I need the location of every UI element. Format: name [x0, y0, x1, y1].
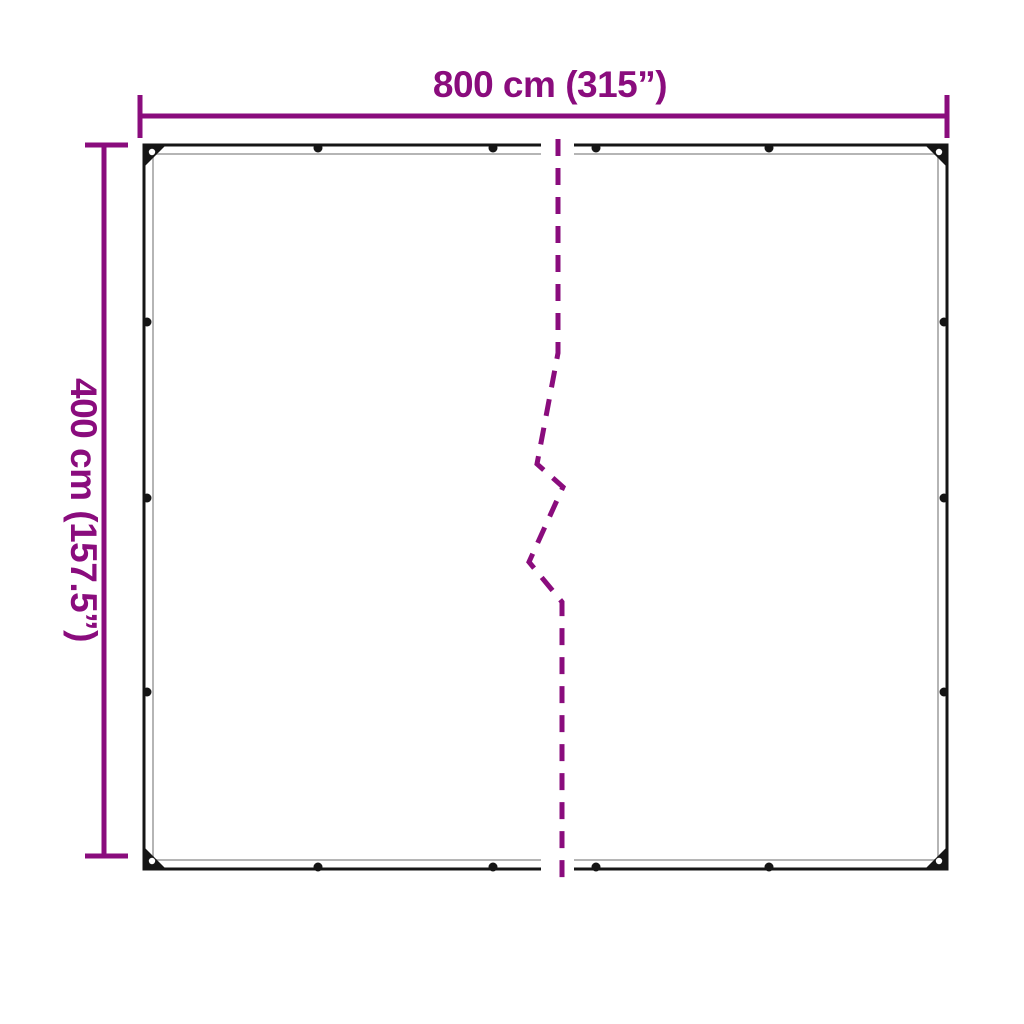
- tarp-right-outline: [574, 143, 949, 871]
- grommet-icon: [591, 143, 601, 153]
- tarp-left-outline: [142, 143, 541, 871]
- grommet-icon: [488, 862, 498, 872]
- grommet-icon: [939, 687, 949, 697]
- grommet-icon: [764, 862, 774, 872]
- grommet-icon: [591, 862, 601, 872]
- height-dimension-line: [85, 142, 128, 859]
- grommet-icon: [142, 493, 152, 503]
- grommet-icon: [313, 143, 323, 153]
- corner-top-left: [144, 145, 166, 167]
- tarp-right-panel: [574, 143, 949, 872]
- grommet-icon: [142, 317, 152, 327]
- width-dimension-label: 800 cm (315”): [432, 64, 668, 105]
- grommet-icon: [939, 317, 949, 327]
- length-break-dashed-line: [526, 139, 567, 879]
- corner-bottom-left: [144, 847, 166, 869]
- width-dimension-line: [137, 95, 950, 138]
- corner-top-right: [925, 145, 947, 167]
- grommet-icon: [488, 143, 498, 153]
- height-dimension-label: 400 cm (157.5”): [63, 377, 104, 643]
- corner-eyelet-icon: [148, 857, 156, 865]
- grommet-icon: [142, 687, 152, 697]
- corner-eyelet-icon: [935, 857, 943, 865]
- grommet-icon: [313, 862, 323, 872]
- tarp-right-hem: [574, 153, 939, 861]
- grommet-icon: [764, 143, 774, 153]
- grommet-icon: [939, 493, 949, 503]
- tarp-left-panel: [142, 143, 541, 872]
- corner-bottom-right: [925, 847, 947, 869]
- corner-eyelet-icon: [148, 148, 156, 156]
- corner-eyelet-icon: [935, 148, 943, 156]
- tarp-left-hem: [152, 153, 541, 861]
